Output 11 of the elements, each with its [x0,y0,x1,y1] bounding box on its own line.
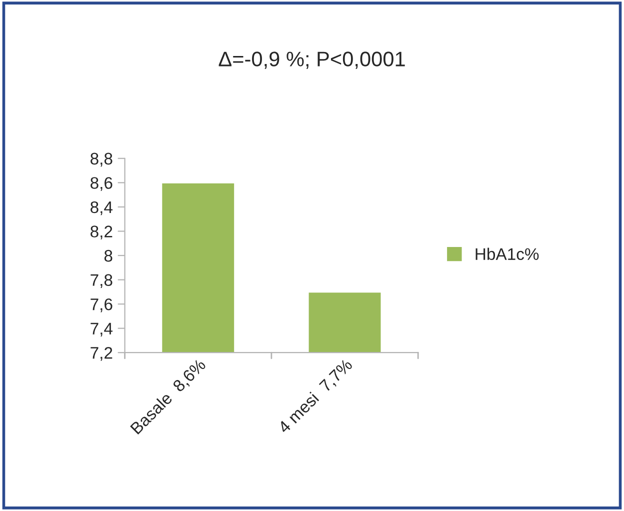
y-tick-label: 7,6 [90,298,112,312]
y-tick-label: 8 [104,250,112,262]
y-tick-label: 8,6 [90,177,112,191]
y-tick-label: 7,2 [90,346,112,361]
y-tick-label: 7,4 [90,322,113,336]
y-tick-label: 8,2 [90,226,112,240]
y-tick-label: 8,4 [90,201,113,216]
chart-title: Δ=-0,9 %; P<0,0001 [218,52,405,69]
y-tick-label: 8,8 [90,152,112,167]
y-tick-label: 7,8 [90,274,112,288]
legend-label: HbA1c% [476,248,539,260]
